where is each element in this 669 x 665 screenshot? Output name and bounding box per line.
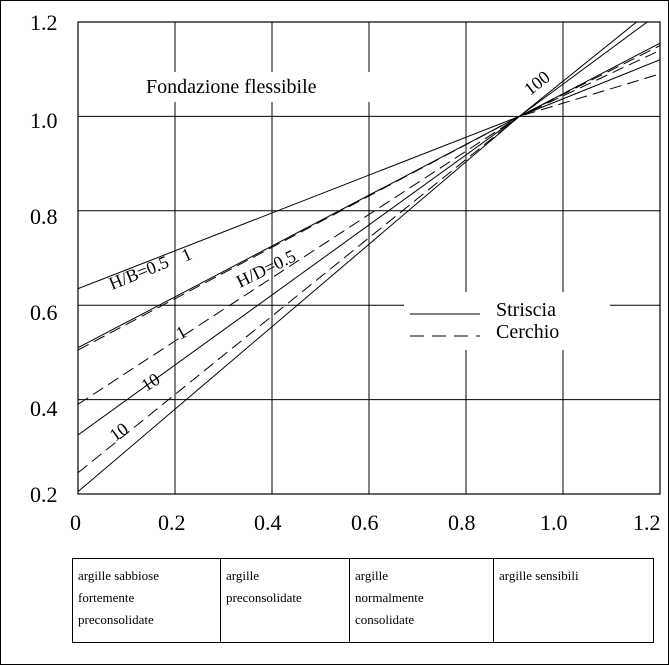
curve-label-hb-0.5: H/B=0.5 bbox=[106, 252, 172, 294]
curves bbox=[78, 22, 660, 493]
x-tick-label: 0.8 bbox=[448, 510, 476, 535]
table-row: argille sabbiose fortemente preconsolida… bbox=[72, 558, 654, 643]
x-tick-label: 0.4 bbox=[254, 510, 282, 535]
cell-line: argille bbox=[355, 568, 388, 583]
cell-line: consolidate bbox=[355, 612, 415, 627]
y-tick-label: 0.2 bbox=[30, 482, 58, 507]
y-tick-label: 1.2 bbox=[30, 10, 58, 35]
y-tick-label: 1.0 bbox=[30, 108, 58, 133]
table-cell: argille sabbiose fortemente preconsolida… bbox=[72, 558, 221, 643]
cell-line: preconsolidate bbox=[226, 590, 302, 605]
cell-line: argille bbox=[226, 568, 259, 583]
x-tick-label: 1.0 bbox=[540, 510, 568, 535]
legend-label-cerchio: Cerchio bbox=[496, 321, 559, 343]
curve-label-hd-0.5: H/D=0.5 bbox=[233, 246, 299, 292]
x-tick-label: 0.6 bbox=[351, 510, 379, 535]
cell-line: fortemente bbox=[78, 590, 135, 605]
cell-line: preconsolidate bbox=[78, 612, 154, 627]
y-tick-label: 0.8 bbox=[30, 204, 58, 229]
legend-background bbox=[404, 292, 610, 350]
legend-label-striscia: Striscia bbox=[496, 299, 556, 321]
cell-line: argille sensibili bbox=[499, 568, 579, 583]
plot-area-border bbox=[77, 21, 661, 495]
table-cell: argille sensibili bbox=[493, 558, 654, 643]
chart-title: Fondazione flessibile bbox=[146, 76, 317, 98]
grid bbox=[78, 22, 660, 494]
y-tick-label: 0.4 bbox=[30, 396, 58, 421]
title-background bbox=[140, 72, 392, 102]
y-tick-label: 0.6 bbox=[30, 300, 58, 325]
cell-line: argille sabbiose bbox=[78, 568, 159, 583]
curve-label-solid-1: 1 bbox=[178, 244, 194, 266]
x-tick-label: 0.2 bbox=[158, 510, 186, 535]
table-cell: argille preconsolidate bbox=[220, 558, 350, 643]
curve-label-solid-10: 10 bbox=[138, 369, 164, 395]
series-line-dashed bbox=[78, 73, 660, 351]
table-cell: argille normalmente consolidate bbox=[349, 558, 494, 643]
chart: 1.2 1.0 0.8 0.6 0.4 0.2 0 0.2 0.4 0.6 0.… bbox=[30, 10, 661, 535]
curve-label-dashed-10: 10 bbox=[106, 418, 132, 445]
x-tick-label: 0 bbox=[70, 510, 81, 535]
cell-line: normalmente bbox=[355, 590, 424, 605]
soil-classification-table: argille sabbiose fortemente preconsolida… bbox=[72, 558, 654, 643]
series-line-dashed bbox=[78, 45, 660, 474]
x-tick-label: 1.2 bbox=[633, 510, 661, 535]
